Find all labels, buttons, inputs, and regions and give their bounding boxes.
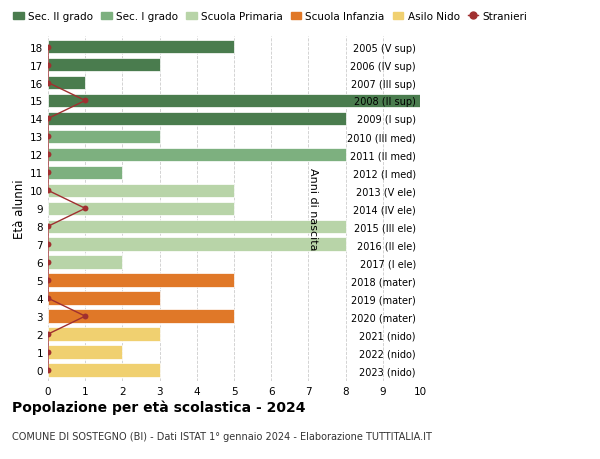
Text: COMUNE DI SOSTEGNO (BI) - Dati ISTAT 1° gennaio 2024 - Elaborazione TUTTITALIA.I: COMUNE DI SOSTEGNO (BI) - Dati ISTAT 1° … xyxy=(12,431,432,442)
Bar xyxy=(48,95,420,108)
Point xyxy=(43,151,53,159)
Point xyxy=(43,367,53,374)
Point xyxy=(43,241,53,248)
Point xyxy=(43,330,53,338)
Point xyxy=(43,169,53,177)
Bar xyxy=(48,346,122,359)
Y-axis label: Età alunni: Età alunni xyxy=(13,179,26,239)
Point xyxy=(43,44,53,51)
Point xyxy=(43,80,53,87)
Point xyxy=(43,349,53,356)
Bar xyxy=(48,256,122,269)
Bar xyxy=(48,292,160,305)
Bar xyxy=(48,364,160,377)
Legend: Sec. II grado, Sec. I grado, Scuola Primaria, Scuola Infanzia, Asilo Nido, Stran: Sec. II grado, Sec. I grado, Scuola Prim… xyxy=(11,10,529,24)
Bar xyxy=(48,130,160,144)
Bar xyxy=(48,274,234,287)
Bar xyxy=(48,112,346,126)
Bar xyxy=(48,328,160,341)
Point xyxy=(43,295,53,302)
Bar xyxy=(48,310,234,323)
Bar xyxy=(48,184,234,198)
Point xyxy=(43,134,53,141)
Y-axis label: Anni di nascita: Anni di nascita xyxy=(308,168,318,250)
Bar xyxy=(48,77,85,90)
Point xyxy=(43,277,53,284)
Point xyxy=(80,205,90,213)
Bar xyxy=(48,238,346,252)
Bar xyxy=(48,148,346,162)
Point xyxy=(43,187,53,195)
Point xyxy=(43,259,53,266)
Bar xyxy=(48,220,346,234)
Bar xyxy=(48,202,234,216)
Point xyxy=(43,223,53,230)
Point xyxy=(43,116,53,123)
Point xyxy=(43,62,53,69)
Bar xyxy=(48,59,160,72)
Point xyxy=(80,98,90,105)
Bar xyxy=(48,41,234,54)
Point xyxy=(80,313,90,320)
Text: Popolazione per età scolastica - 2024: Popolazione per età scolastica - 2024 xyxy=(12,399,305,414)
Bar xyxy=(48,166,122,180)
